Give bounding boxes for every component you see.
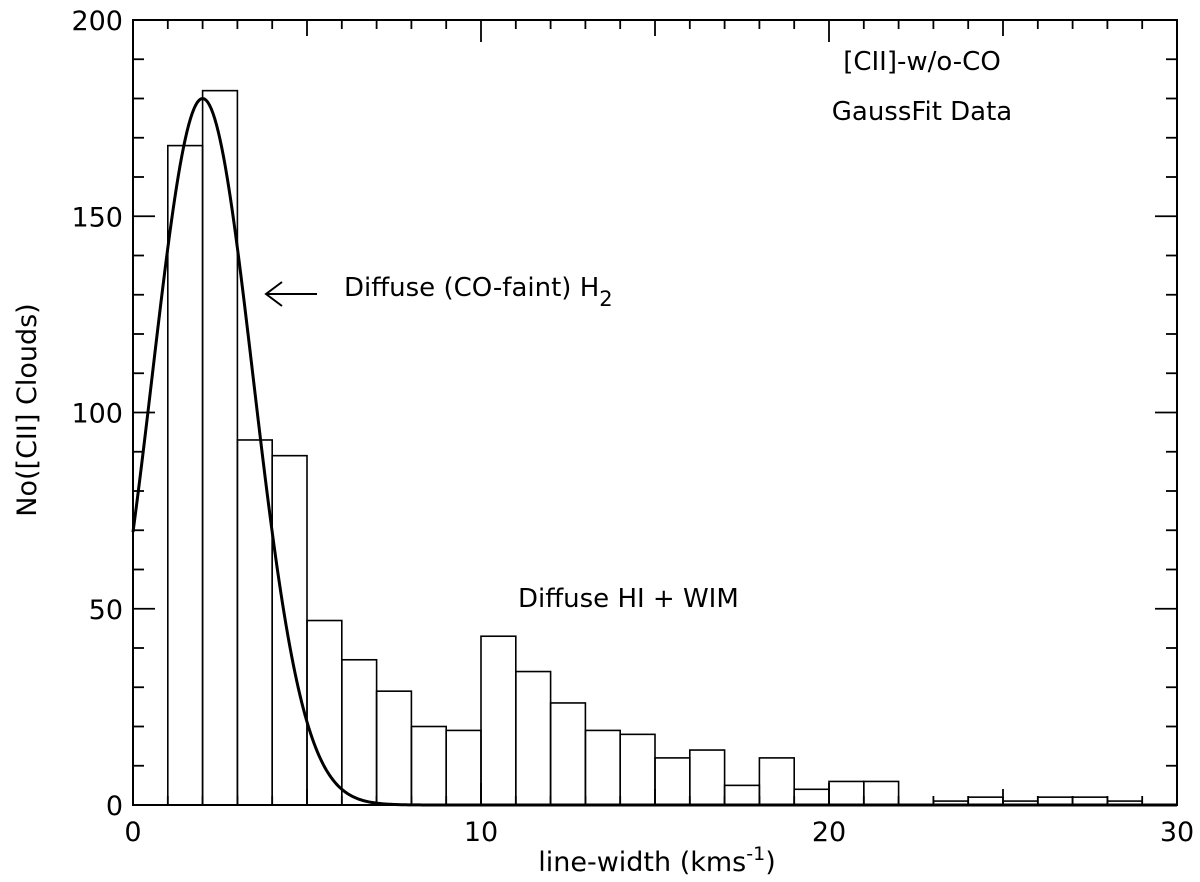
histogram-bars	[167, 89, 1144, 806]
annotation-h2: Diffuse (CO-faint) H2	[264, 273, 613, 311]
x-tick-label: 30	[1160, 817, 1194, 848]
annotation-hi-wim-label: Diffuse HI + WIM	[518, 584, 739, 614]
histogram-bar	[306, 619, 343, 806]
plot-frame	[132, 19, 1178, 806]
histogram-bar	[619, 733, 656, 806]
histogram-bar	[201, 89, 239, 806]
annotation-h2-label: Diffuse (CO-faint) H2	[344, 273, 613, 311]
histogram-bar	[549, 702, 587, 806]
histogram-bar	[862, 780, 900, 806]
y-tick-label: 0	[106, 791, 123, 822]
x-tick-label: 10	[464, 817, 498, 848]
x-tick-label: 0	[124, 817, 141, 848]
x-axis-title: line-width (kms-1)	[538, 843, 776, 878]
y-tick-label: 100	[71, 399, 123, 430]
x-tick-label: 20	[812, 817, 846, 848]
histogram-bar	[340, 658, 378, 806]
histogram-bar	[688, 749, 726, 806]
histogram-bar	[271, 454, 308, 806]
axis-tick-labels: 0 10 20 30 0 50 100 150 200	[71, 6, 1194, 848]
histogram-bar	[480, 635, 517, 806]
annotation-arrow-head	[264, 281, 283, 307]
y-tick-label: 50	[89, 595, 123, 626]
y-tick-label: 200	[71, 6, 123, 37]
y-axis-title: No([CII] Clouds)	[12, 303, 43, 516]
histogram-bar	[584, 729, 622, 806]
histogram-bar	[723, 784, 761, 806]
histogram-bar	[654, 757, 691, 806]
histogram-bar	[758, 757, 796, 806]
histogram-bar	[793, 788, 830, 806]
histogram-bar	[167, 144, 204, 806]
histogram-bar	[514, 670, 552, 806]
legend-series-label: [CII]-w/o-CO	[843, 47, 1001, 77]
histogram-bar	[410, 725, 447, 806]
histogram-bar	[375, 690, 413, 806]
histogram-bar	[828, 780, 865, 806]
y-tick-label: 150	[71, 202, 123, 233]
axis-ticks	[132, 19, 1178, 806]
legend-fit-label: GaussFit Data	[832, 97, 1012, 127]
gauss-fit-curve	[131, 96, 1177, 807]
histogram-bar	[445, 729, 482, 806]
